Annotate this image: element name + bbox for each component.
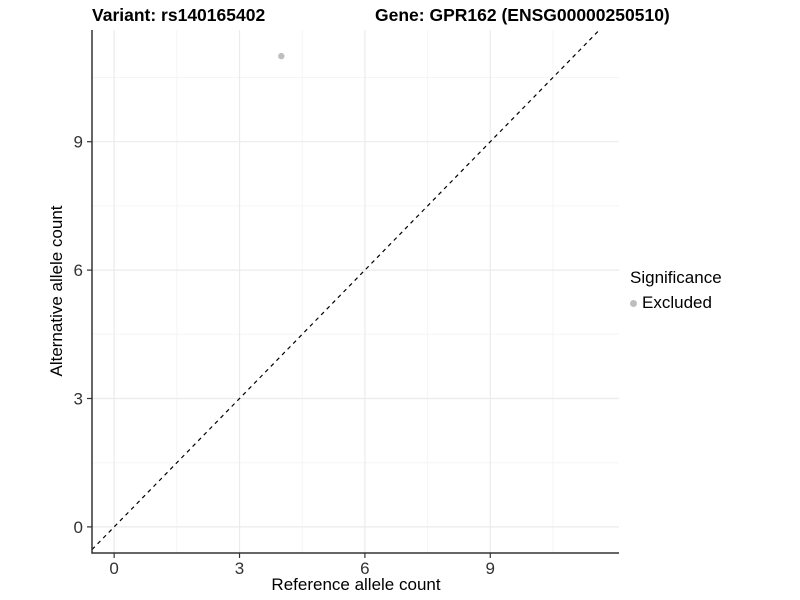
legend-key-dot-icon: [630, 299, 637, 307]
y-axis-label: Alternative allele count: [47, 205, 66, 377]
x-axis-label: Reference allele count: [271, 575, 441, 594]
legend-entry-label: Excluded: [642, 293, 712, 312]
x-tick-label: 0: [109, 559, 118, 578]
data-point: [278, 52, 285, 60]
plot-title-variant: Variant: rs140165402: [92, 5, 266, 25]
y-tick-label: 9: [74, 133, 83, 152]
x-tick-label: 6: [360, 559, 369, 578]
legend-entry-excluded: Excluded: [630, 293, 722, 313]
y-tick-label: 0: [74, 518, 83, 537]
x-tick-label: 9: [486, 559, 495, 578]
y-tick-label: 3: [74, 389, 83, 408]
x-tick-label: 3: [235, 559, 244, 578]
legend-title: Significance: [630, 268, 722, 287]
plot-title-gene: Gene: GPR162 (ENSG00000250510): [375, 5, 670, 25]
identity-line: [91, 29, 600, 550]
y-tick-label: 6: [74, 261, 83, 280]
legend: Significance Excluded: [630, 267, 722, 313]
